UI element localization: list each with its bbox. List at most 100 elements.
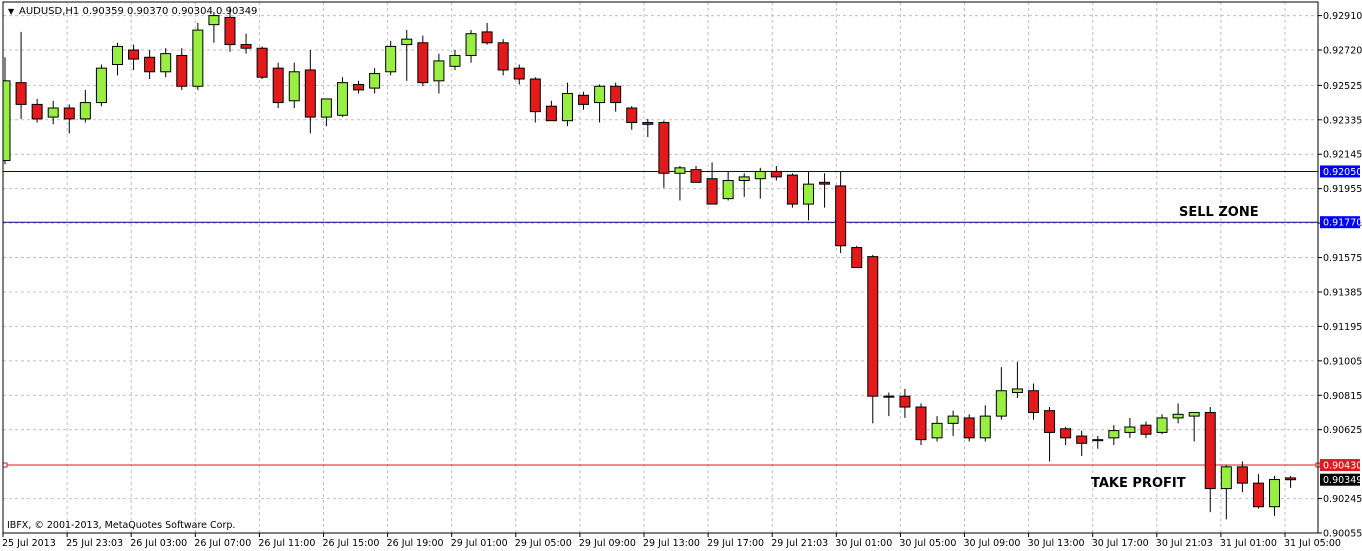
chart-title: AUDUSD,H1 0.90359 0.90370 0.90304 0.9034… [19,6,257,17]
candle [545,100,557,122]
candle-body [1172,413,1184,419]
candle [336,77,348,118]
candle-body [497,42,509,71]
candle-body [1108,430,1120,439]
candle [706,162,718,205]
price-tick-label: 0.91005 [1323,356,1362,367]
candle [288,62,300,109]
candle [79,89,91,123]
candle [1140,421,1152,438]
candle-body [1188,411,1200,417]
time-tick-label: 30 Jul 17:00 [1092,538,1149,549]
candle [111,42,123,76]
time-tick-label: 29 Jul 05:00 [515,538,572,549]
candle-body [754,170,766,180]
sell-zone-lower-label: 0.91770 [1323,218,1362,229]
candle-body [1236,466,1248,484]
candle [899,388,911,418]
candle-body [1269,479,1281,508]
candle-body [915,406,927,441]
candle-body [561,93,573,122]
candle-body [208,15,220,26]
candle-body [336,82,348,116]
candle-body [545,105,557,122]
time-tick-label: 26 Jul 07:00 [194,538,251,549]
candle [995,367,1007,420]
candle-body [626,107,638,124]
candle-body [353,83,365,91]
candle-body [690,169,702,183]
candle [47,100,59,125]
candle [1076,430,1088,456]
candle [1172,403,1184,424]
candle-body [31,103,43,120]
copyright-text: IBFX, © 2001-2013, MetaQuotes Software C… [7,520,235,531]
candle-body [722,180,734,200]
candle [369,68,381,94]
candle-body [1156,417,1168,433]
candle-body [240,44,252,49]
candle [626,106,638,130]
candle-body [1044,410,1056,433]
candle [401,30,413,81]
candle-body [304,69,316,118]
candle [819,173,831,208]
candle-body [417,42,429,84]
candle-body [1076,435,1088,444]
candle [1060,426,1072,446]
candle [851,245,863,269]
price-tick-label: 0.92910 [1323,11,1362,22]
candle [513,64,525,85]
candle-body [674,167,686,174]
candle-body [1027,390,1039,413]
candle-body [642,122,654,125]
price-tick-label: 0.92145 [1323,150,1362,161]
candle-body [1140,424,1152,435]
candle-body [1011,388,1023,394]
candle-body [706,178,718,205]
candle-body [835,185,847,247]
candle [15,31,27,119]
take-profit-annotation: TAKE PROFIT [1091,476,1186,491]
time-tick-label: 29 Jul 09:00 [579,538,636,549]
time-tick-label: 31 Jul 05:00 [1284,538,1341,549]
time-tick-label: 30 Jul 09:00 [964,538,1021,549]
candle-body [47,107,59,118]
time-tick-label: 26 Jul 15:00 [323,538,380,549]
grid [3,2,1318,534]
price-tick-label: 0.90245 [1323,494,1362,505]
candle [128,44,140,70]
candle-body [1092,439,1104,442]
candle-body [192,29,204,87]
candle-body [176,54,188,87]
candle-body [851,247,863,269]
sell-zone-lower-label-bg [1320,216,1360,229]
candle [320,98,332,127]
candle-body [144,56,156,73]
chart-menu-icon[interactable]: ▼ [8,7,15,16]
candle-body [433,60,445,82]
candle-body [803,183,814,205]
candle [481,22,493,45]
candle [578,91,590,110]
candle [674,166,686,201]
candle [465,30,477,63]
price-tick-label: 0.90625 [1323,425,1362,436]
candle-body [320,98,332,118]
candle-body [899,395,911,408]
price-tick-label: 0.90815 [1323,391,1362,402]
sell-zone-annotation: SELL ZONE [1179,205,1259,220]
candle-body [1204,411,1216,490]
candle [786,173,798,208]
time-tick-label: 30 Jul 13:00 [1028,538,1085,549]
candle [224,6,236,52]
price-tick-label: 0.92335 [1323,115,1362,126]
candle [963,414,975,442]
candle [931,416,943,442]
candle-body [883,395,895,398]
candle-body [610,85,622,104]
candle [1124,417,1136,438]
candle [95,64,107,107]
candle [497,39,509,76]
